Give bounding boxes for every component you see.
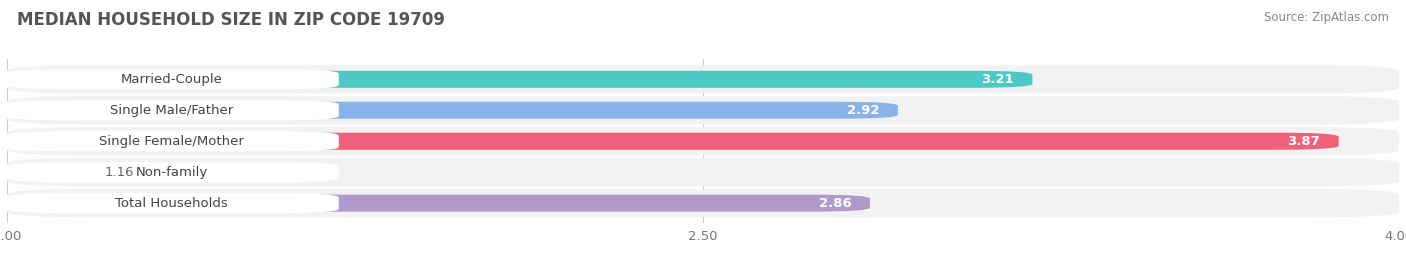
Text: Non-family: Non-family	[135, 166, 208, 179]
Text: 3.21: 3.21	[981, 73, 1014, 86]
Text: Source: ZipAtlas.com: Source: ZipAtlas.com	[1264, 11, 1389, 24]
Text: Single Female/Mother: Single Female/Mother	[100, 135, 245, 148]
FancyBboxPatch shape	[7, 158, 1399, 186]
FancyBboxPatch shape	[7, 102, 898, 119]
FancyBboxPatch shape	[7, 189, 1399, 217]
FancyBboxPatch shape	[7, 133, 1339, 150]
FancyBboxPatch shape	[7, 96, 1399, 124]
Text: Total Households: Total Households	[115, 197, 228, 210]
FancyBboxPatch shape	[7, 65, 1399, 93]
Text: 2.86: 2.86	[818, 197, 852, 210]
FancyBboxPatch shape	[7, 71, 1032, 88]
FancyBboxPatch shape	[4, 100, 339, 120]
FancyBboxPatch shape	[4, 162, 339, 182]
FancyBboxPatch shape	[4, 131, 339, 151]
Text: Single Male/Father: Single Male/Father	[110, 104, 233, 117]
FancyBboxPatch shape	[4, 193, 339, 213]
FancyBboxPatch shape	[7, 164, 82, 181]
FancyBboxPatch shape	[4, 69, 339, 89]
Text: 1.16: 1.16	[104, 166, 134, 179]
Text: 3.87: 3.87	[1288, 135, 1320, 148]
FancyBboxPatch shape	[7, 195, 870, 212]
Text: Married-Couple: Married-Couple	[121, 73, 222, 86]
Text: 2.92: 2.92	[846, 104, 879, 117]
Text: MEDIAN HOUSEHOLD SIZE IN ZIP CODE 19709: MEDIAN HOUSEHOLD SIZE IN ZIP CODE 19709	[17, 11, 444, 29]
FancyBboxPatch shape	[7, 127, 1399, 155]
